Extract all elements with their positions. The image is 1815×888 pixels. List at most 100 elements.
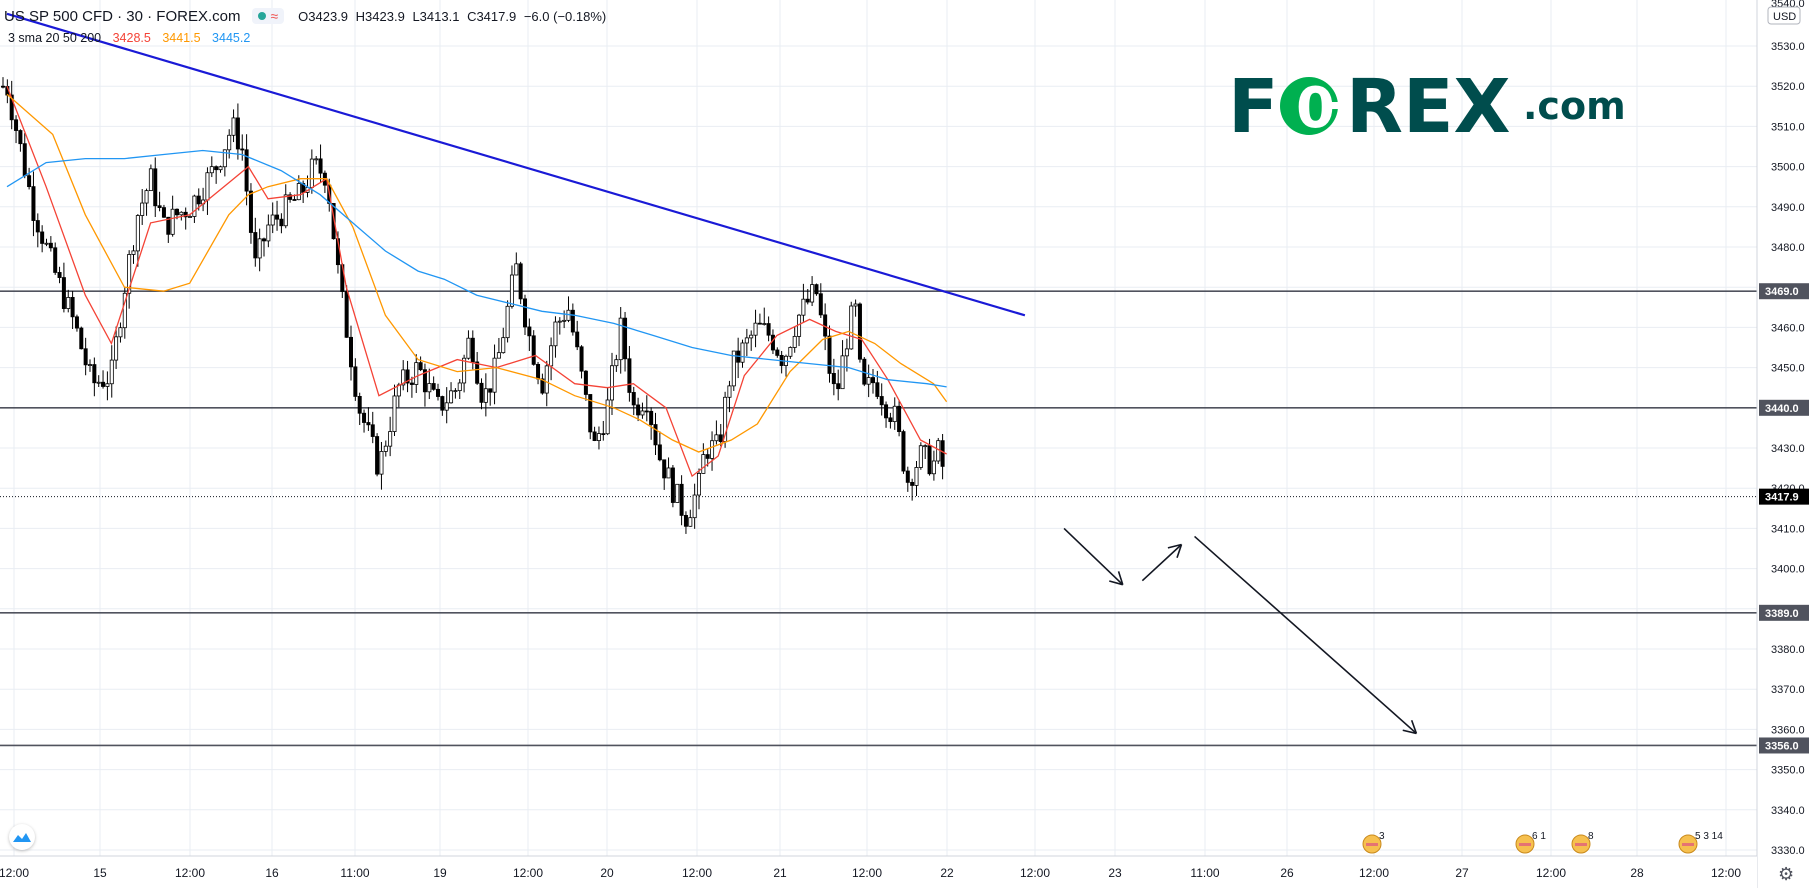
candle-up [914,467,919,486]
candle-up [723,396,728,442]
candle-up [140,202,145,216]
candle-up [114,336,119,361]
ohlc-low: L3413.1 [412,8,460,24]
candle-up [697,473,702,496]
candle-up [788,347,793,357]
candle-down [470,337,475,363]
candle-up [688,517,693,527]
forecast-arrows[interactable] [1063,527,1418,735]
sma20-line[interactable] [6,85,947,478]
candle-up [605,399,610,435]
candle-up [701,454,706,474]
status-badge[interactable]: ≈ [252,8,285,24]
candle-down [657,444,662,461]
level-badge [1759,737,1809,754]
trendline[interactable] [6,12,1026,317]
candle-up [866,377,871,385]
candle-down [897,405,902,432]
candle-down [9,94,14,121]
candle-up [749,334,754,339]
candle-down [331,203,336,240]
candle-up [392,395,397,432]
price-tick-label: 3490.0 [1771,202,1805,214]
time-tick-label: 26 [1280,866,1294,880]
time-axis-bg [0,856,1757,888]
event-flag[interactable]: 3 [1362,831,1385,854]
candle-up [692,494,697,519]
descending-trendline[interactable] [6,12,1026,317]
time-tick-label: 12:00 [1711,866,1741,880]
candle-down [927,445,932,475]
candle-up [205,172,210,201]
sma200-line[interactable] [6,149,947,388]
candle-down [362,412,367,423]
candle-down [479,382,484,403]
candle-up [553,321,558,347]
candle-down [357,396,362,414]
event-flag[interactable]: 8 [1571,831,1594,854]
market-open-dot-icon [258,12,267,20]
time-tick-label: 22 [940,866,954,880]
candle-down [166,216,171,235]
candle-up [727,385,732,398]
candle-down [644,410,649,413]
candle-up [492,357,497,393]
currency-button[interactable] [1767,6,1801,25]
candle-down [536,363,541,380]
candle-down [431,383,436,390]
symbol-title[interactable]: US SP 500 CFD · 30 · FOREX.com [4,7,241,25]
time-tick-label: 28 [1630,866,1644,880]
candle-up [501,337,506,354]
candle-down [805,298,810,303]
candle-up [131,250,136,255]
candle-down [70,297,75,318]
candle-up [801,298,806,316]
time-tick-label: 15 [93,866,107,880]
forecast-arrow[interactable] [1194,535,1418,735]
price-tick-label: 3400.0 [1771,564,1805,576]
forecast-arrow[interactable] [1141,543,1183,582]
candle-down [74,316,79,329]
tradingview-logo-icon[interactable] [9,824,35,850]
candle-down [653,424,658,446]
chart-header: US SP 500 CFD · 30 · FOREX.com ≈ O3423.9… [4,6,610,26]
candle-up [514,263,519,276]
candle-down [531,335,536,365]
candle-down [370,424,375,437]
candle-down [523,298,528,328]
candle-down [405,369,410,384]
candle-up [731,350,736,387]
settings-gear-icon[interactable]: ⚙ [1778,864,1795,884]
time-axis[interactable]: 12:00 15 12:00 16 11:00 19 12:00 20 12:00 21 12:00… [0,855,1757,888]
price-tick-label: 3480.0 [1771,242,1805,254]
candle-up [923,445,928,448]
candle-down [27,175,32,188]
event-flag[interactable]: 5 3 14 [1678,831,1723,854]
candle-down [375,436,380,475]
forecast-arrow[interactable] [1063,527,1124,586]
ohlc-close: C3417.9 [467,8,517,24]
time-tick-label: 12:00 [513,866,543,880]
candle-up [614,359,619,367]
candle-up [222,149,227,168]
time-tick-label: 12:00 [1020,866,1050,880]
candle-down [588,394,593,433]
candle-down [827,335,832,374]
candle-down [83,348,88,366]
candle-down [884,404,889,419]
candle-down [905,470,910,483]
price-axis[interactable]: 3530.03520.03510.03500.03490.03480.03470… [1756,0,1815,888]
level-badge [1759,399,1809,416]
candle-up [383,445,388,452]
sma50-line[interactable] [6,93,948,453]
candle-down [35,220,40,233]
economic-events[interactable]: 3 6 1 8 5 3 14 [1362,831,1723,854]
event-flag[interactable]: 6 1 [1515,831,1546,854]
candle-down [240,148,245,151]
indicator-legend[interactable]: 3 sma 20 50 200 3428.5 3441.5 3445.2 [8,31,258,45]
price-tick-label: 3530.0 [1771,41,1805,53]
candle-down [101,381,106,387]
candle-down [161,207,166,218]
candle-down [575,331,580,348]
